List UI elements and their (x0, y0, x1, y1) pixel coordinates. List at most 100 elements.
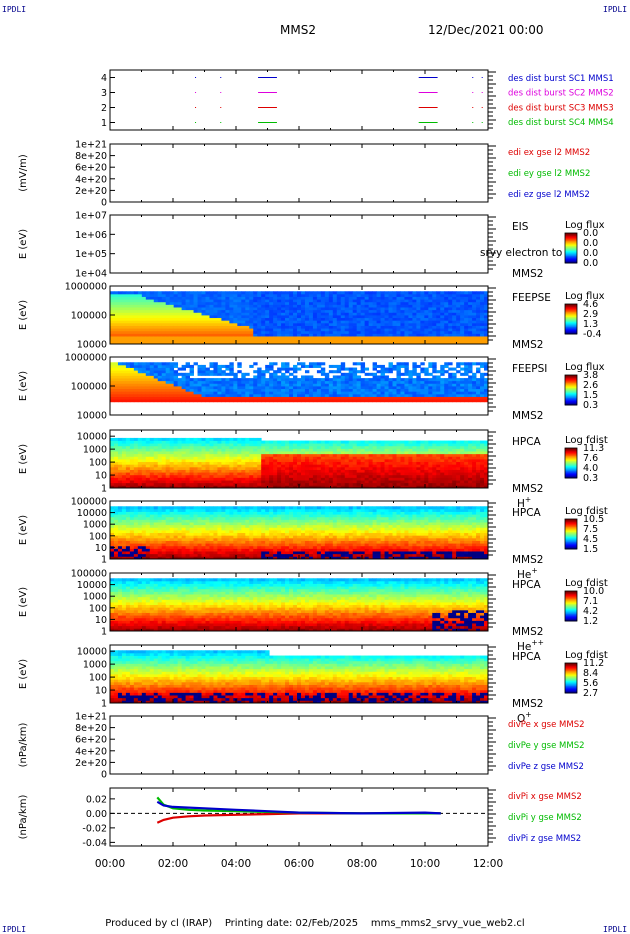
colorbar-title-eis: Log flux (565, 220, 605, 231)
y-tick-labels-feeps-i: 10000 100000 1000000 (65, 353, 115, 422)
colorbar-tick: 1.5 (583, 390, 598, 401)
panel-sublabel-feeps-e: MMS2 (512, 339, 543, 351)
right-ticks-hpca-h (488, 431, 496, 485)
colorbar-feeps-e: 4.62.91.3-0.4 (564, 299, 602, 340)
x-tick-label: 02:00 (158, 858, 188, 870)
legend-divpe-2: divPe z gse MMS2 (508, 762, 584, 772)
colorbar-feeps-i: 3.82.61.50.3 (564, 370, 598, 411)
colorbar-title-hpca-he: Log fdist (565, 506, 608, 517)
y-tick-label: 100 (89, 603, 107, 614)
y-axis-label-hpca-h: E (eV) (18, 444, 29, 474)
colorbar-title-hpca-hepp: Log fdist (565, 578, 608, 589)
y-tick-label: 0 (101, 770, 107, 781)
legend-des-dist-burst-2: des dist burst SC3 MMS3 (508, 103, 614, 113)
legend-des-dist-burst-0: des dist burst SC1 MMS1 (508, 74, 614, 84)
des-dot (472, 107, 474, 108)
panel-sublabel-eis: MMS2 (512, 268, 543, 280)
panel-label-hpca-he: HPCA (512, 507, 542, 519)
colorbar-tick: 3.8 (583, 370, 598, 381)
x-ticks-divpe (109, 716, 489, 774)
y-tick-label: 10 (95, 471, 107, 482)
colorbar-tick: 2.9 (583, 309, 598, 320)
y-tick-label: 1000000 (65, 282, 107, 293)
panel-label-feeps-i: FEEPSI (512, 363, 547, 375)
colorbar-tick: 4.2 (583, 606, 598, 617)
colorbar-tick: 4.0 (583, 463, 598, 474)
right-ticks-divpe (488, 717, 496, 771)
panel-frame-divpi (109, 787, 489, 847)
y-axis-label-edi: (mV/m) (18, 154, 29, 192)
panel-label-hpca-h: HPCA (512, 436, 542, 448)
colorbar-tick: 1.2 (583, 616, 598, 627)
colorbar-tick: 0.0 (583, 228, 598, 239)
y-tick-labels-divpi: -0.04 -0.02 0.00 0.02 (82, 794, 115, 849)
legend-edi-1: edi ey gse l2 MMS2 (508, 169, 590, 179)
x-ticks-edi (109, 144, 489, 202)
des-dot (195, 107, 197, 108)
des-dot (220, 107, 222, 108)
x-ticks-hpca-o (109, 645, 489, 703)
colorbar-tick: 11.3 (583, 443, 604, 454)
colorbar-tick: 11.2 (583, 658, 604, 669)
panel-sublabel-hpca-h: MMS2 (512, 483, 543, 495)
y-tick-label: 1e+05 (75, 249, 107, 260)
des-dot (220, 92, 222, 93)
panel-sublabel-feeps-i: MMS2 (512, 410, 543, 422)
x-tick-label: 06:00 (284, 858, 314, 870)
des-dot (481, 92, 483, 93)
y-tick-label: 10 (95, 543, 107, 554)
colorbar-tick: 7.5 (583, 524, 598, 535)
x-tick-label: 08:00 (347, 858, 377, 870)
y-tick-label: 10000 (77, 340, 107, 351)
x-ticks-des-dist-burst (109, 70, 489, 130)
y-axis-label-divpe: (nPa/km) (18, 723, 29, 768)
colorbar-tick: 10.0 (583, 586, 604, 597)
colorbar-tick: 1.5 (583, 544, 598, 555)
right-ticks-feeps-e (488, 287, 496, 341)
corner-tag-top-right: IPDLI (603, 5, 628, 14)
heatmap-hpca-hepp (110, 578, 489, 632)
y-tick-labels-eis: 1e+04 1e+05 1e+06 1e+07 (75, 211, 115, 280)
colorbar-tick: 0.0 (583, 248, 598, 259)
y-tick-labels-hpca-o: 1 10 100 1000 10000 (77, 647, 115, 710)
colorbar-tick: 7.6 (583, 453, 598, 464)
x-ticks-feeps-i (109, 357, 489, 415)
y-axis-label-hpca-he: E (eV) (18, 515, 29, 545)
colorbar-eis: 0.00.00.00.0 (564, 228, 598, 269)
des-dot (481, 107, 483, 108)
legend-divpe-1: divPe y gse MMS2 (508, 741, 585, 751)
y-tick-label: 6e+20 (75, 735, 107, 746)
y-tick-label: 4e+20 (75, 174, 107, 185)
right-ticks-des-dist-burst (488, 71, 496, 129)
y-tick-label: 1e+07 (75, 211, 107, 222)
x-ticks-eis (109, 215, 489, 273)
panel-frame-divpe (109, 715, 489, 775)
y-tick-label: 10000 (77, 647, 107, 658)
colorbar-tick: 5.6 (583, 678, 598, 689)
legend-divpi-2: divPi z gse MMS2 (508, 834, 581, 844)
des-dot (195, 92, 197, 93)
colorbar-title-feeps-e: Log flux (565, 291, 605, 302)
y-tick-label: 10000 (77, 508, 107, 519)
y-tick-label: 8e+20 (75, 723, 107, 734)
panel-frame-edi (109, 143, 489, 203)
y-tick-label: 0.02 (86, 794, 107, 805)
des-dot (472, 77, 474, 78)
panel-label-hpca-hepp: HPCA (512, 579, 542, 591)
des-dot (195, 77, 197, 78)
colorbar-tick: 0.3 (583, 473, 598, 484)
page-title: MMS2 (280, 23, 316, 37)
y-tick-label: 100000 (71, 569, 107, 580)
y-tick-label: 10 (95, 686, 107, 697)
des-marks (195, 77, 483, 123)
y-axis-label-hpca-hepp: E (eV) (18, 587, 29, 617)
y-tick-label: 100000 (71, 497, 107, 508)
colorbar-hpca-h: 11.37.64.00.3 (564, 443, 604, 484)
des-dot (220, 77, 222, 78)
y-tick-label: 3 (101, 88, 107, 99)
x-ticks-hpca-h (109, 430, 489, 488)
colorbar-title-feeps-i: Log flux (565, 362, 605, 373)
colorbar-tick: -0.4 (583, 329, 602, 340)
